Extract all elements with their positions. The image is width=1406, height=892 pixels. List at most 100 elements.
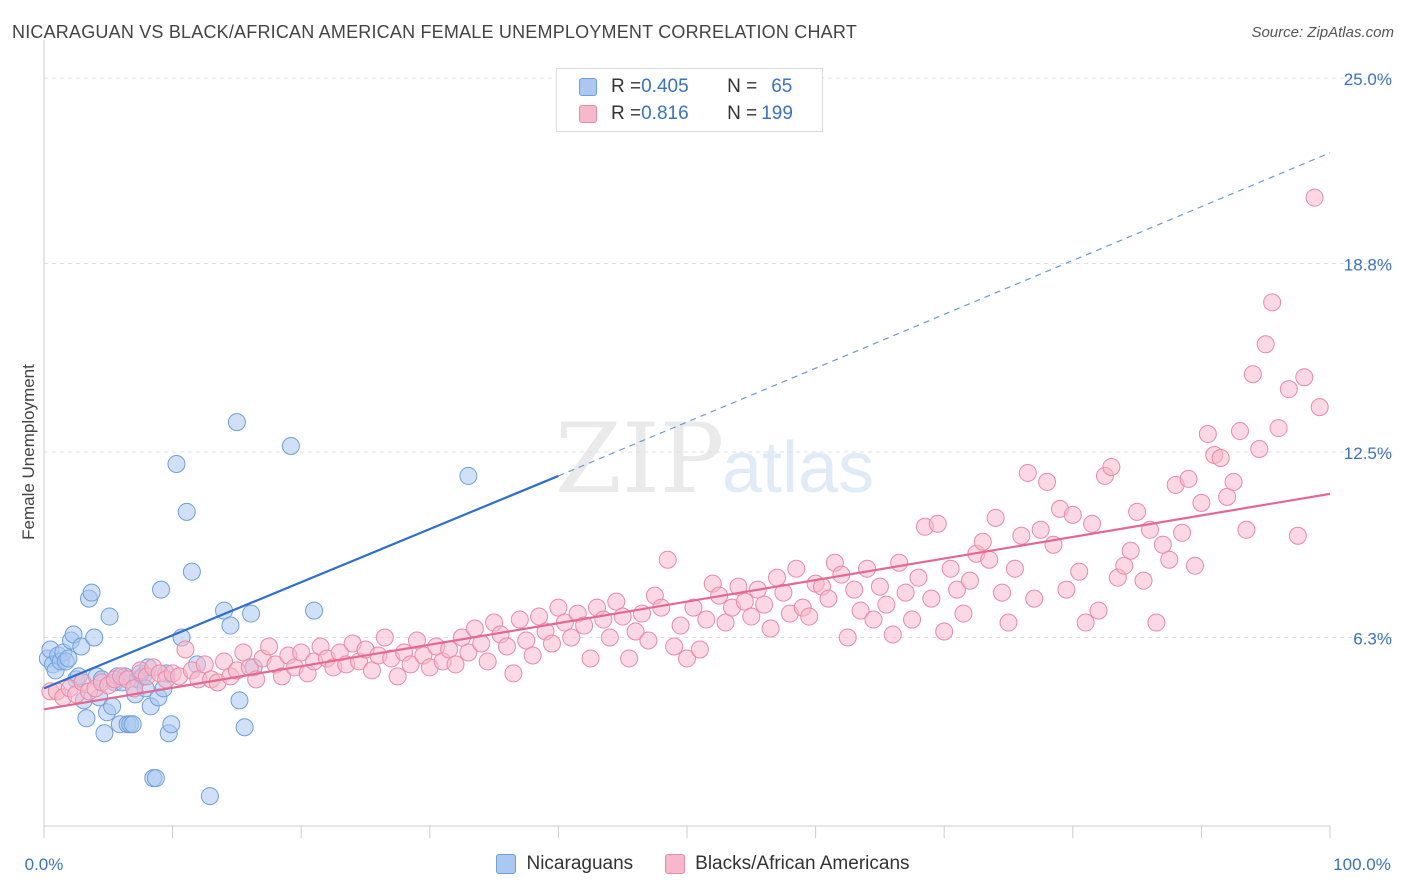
points-layer — [38, 188, 1329, 806]
legend-row-blacks: R = 0.816 N = 199 — [579, 100, 793, 128]
legend-n-value: 199 — [761, 103, 793, 124]
point-blacks — [1121, 541, 1140, 560]
point-blacks — [459, 643, 478, 662]
point-blacks — [478, 652, 497, 671]
correlation-legend: R = 0.405 N = 65 R = 0.816 N = 199 — [556, 68, 823, 132]
point-blacks — [1250, 440, 1269, 459]
point-nicaraguans — [167, 454, 186, 473]
point-blacks — [1269, 419, 1288, 438]
y-tick-label: 12.5% — [1344, 444, 1392, 463]
point-blacks — [883, 625, 902, 644]
point-blacks — [1083, 514, 1102, 533]
point-blacks — [260, 637, 279, 656]
legend-item-blacks[interactable]: Blacks/African Americans — [665, 853, 910, 875]
legend-label-blacks: Blacks/African Americans — [695, 853, 910, 874]
point-blacks — [562, 628, 581, 647]
point-blacks — [510, 610, 529, 629]
legend-item-nicaraguans[interactable]: Nicaraguans — [496, 853, 633, 875]
point-blacks — [1057, 580, 1076, 599]
point-blacks — [639, 631, 658, 650]
point-blacks — [684, 598, 703, 617]
point-blacks — [935, 622, 954, 641]
point-nicaraguans — [100, 607, 119, 626]
legend-n-label: N = — [727, 103, 758, 124]
point-blacks — [761, 619, 780, 638]
series-legend: Nicaraguans Blacks/African Americans — [0, 850, 1406, 878]
point-blacks — [845, 580, 864, 599]
point-blacks — [787, 559, 806, 578]
point-blacks — [600, 628, 619, 647]
point-blacks — [1218, 487, 1237, 506]
point-blacks — [1070, 562, 1089, 581]
point-blacks — [1147, 613, 1166, 632]
point-nicaraguans — [146, 769, 165, 788]
point-blacks — [851, 601, 870, 620]
point-blacks — [626, 622, 645, 641]
point-nicaraguans — [182, 562, 201, 581]
point-nicaraguans — [281, 437, 300, 456]
x-tick-label: 0.0% — [25, 855, 64, 874]
point-blacks — [504, 664, 523, 683]
point-blacks — [1063, 505, 1082, 524]
point-blacks — [671, 616, 690, 635]
point-blacks — [465, 619, 484, 638]
point-blacks — [819, 589, 838, 608]
point-nicaraguans — [235, 718, 254, 737]
point-blacks — [890, 553, 909, 572]
point-blacks — [1263, 293, 1282, 312]
point-blacks — [922, 589, 941, 608]
point-nicaraguans — [152, 580, 171, 599]
grid — [44, 77, 1392, 639]
point-blacks — [1185, 556, 1204, 575]
point-nicaraguans — [221, 616, 240, 635]
point-blacks — [620, 649, 639, 668]
point-blacks — [1018, 463, 1037, 482]
point-blacks — [716, 613, 735, 632]
point-blacks — [542, 634, 561, 653]
point-blacks — [768, 568, 787, 587]
point-nicaraguans — [305, 601, 324, 620]
legend-row-nicaraguans: R = 0.405 N = 65 — [579, 73, 792, 101]
point-blacks — [272, 667, 291, 686]
point-blacks — [530, 607, 549, 626]
point-nicaraguans — [95, 724, 114, 743]
point-nicaraguans — [85, 628, 104, 647]
point-blacks — [658, 550, 677, 569]
legend-r-value: 0.405 — [641, 76, 689, 97]
legend-swatch-nicaraguans — [579, 78, 597, 96]
point-blacks — [960, 571, 979, 590]
watermark-atlas: atlas — [722, 428, 874, 508]
point-blacks — [729, 577, 748, 596]
point-blacks — [678, 649, 696, 668]
point-blacks — [909, 568, 928, 587]
point-blacks — [234, 643, 253, 662]
point-blacks — [517, 631, 536, 650]
trend-line-blacks — [43, 492, 1331, 711]
point-nicaraguans — [230, 691, 249, 710]
point-blacks — [774, 583, 793, 602]
point-blacks — [800, 607, 819, 626]
point-blacks — [1305, 188, 1324, 207]
point-blacks — [690, 640, 709, 659]
labels-layer: 6.3% 12.5% 18.8% 25.0% 0.0% 100.0% Female Unem… — [19, 70, 1392, 874]
point-blacks — [1224, 472, 1243, 491]
point-blacks — [870, 577, 889, 596]
legend-swatch-blacks — [579, 105, 597, 123]
point-blacks — [1279, 380, 1298, 399]
point-blacks — [1025, 589, 1044, 608]
point-blacks — [1198, 425, 1217, 444]
point-blacks — [665, 637, 684, 656]
point-nicaraguans — [227, 413, 246, 432]
y-tick-label: 6.3% — [1353, 630, 1392, 649]
legend-swatch-nicaraguans — [496, 854, 517, 874]
point-blacks — [858, 559, 877, 578]
point-blacks — [755, 595, 774, 614]
point-blacks — [903, 610, 922, 629]
point-blacks — [1005, 559, 1024, 578]
legend-r-value: 0.816 — [641, 103, 689, 124]
point-nicaraguans — [123, 715, 142, 734]
point-blacks — [1153, 535, 1172, 554]
point-blacks — [215, 652, 234, 671]
point-blacks — [735, 592, 754, 611]
point-blacks — [980, 550, 999, 569]
